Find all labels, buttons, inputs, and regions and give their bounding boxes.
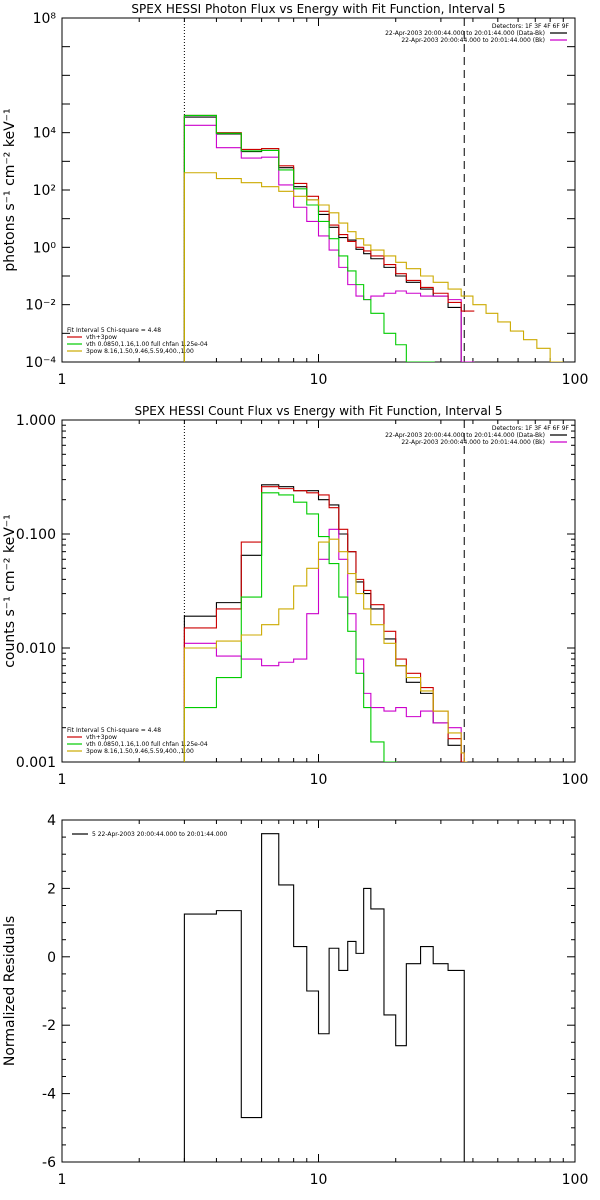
y-tick-label: 10⁴ <box>33 126 57 142</box>
y-axis-label: photons s⁻¹ cm⁻² keV⁻¹ <box>2 108 18 271</box>
y-tick-label: 10⁻² <box>25 298 56 314</box>
legend-top-line: 22-Apr-2003 20:00:44.000 to 20:01:44.000… <box>385 30 545 37</box>
x-tick-label: 1 <box>58 1172 67 1188</box>
legend-bottom-line: vth+3pow <box>86 734 117 741</box>
legend-top-line: Detectors: 1F 3F 4F 6F 9F <box>492 23 570 30</box>
y-tick-label: -6 <box>42 1155 56 1171</box>
y-tick-label: 10⁻⁴ <box>25 355 56 371</box>
legend-bottom-line: Fit Interval 5 Chi-square = 4.48 <box>67 327 161 334</box>
legend-top-line: 22-Apr-2003 20:00:44.000 to 20:01:44.000… <box>401 439 545 446</box>
x-tick-label: 1 <box>58 372 67 388</box>
series-line-3 <box>183 114 475 362</box>
series-line-1 <box>183 833 465 1162</box>
legend-residuals: 5 22-Apr-2003 20:00:44.000 to 20:01:44.0… <box>72 831 227 838</box>
y-tick-label: -4 <box>42 1087 56 1103</box>
y-tick-label: 10⁸ <box>33 11 57 27</box>
series-group <box>183 484 468 762</box>
y-tick-label: 0.100 <box>16 527 56 543</box>
legend-bottom-line: Fit Interval 5 Chi-square = 4.48 <box>67 727 161 734</box>
series-line-2 <box>183 124 475 362</box>
x-tick-label: 10 <box>310 772 328 788</box>
x-tick-label: 100 <box>562 772 589 788</box>
chart-3: 1 10 100 -6 -4 -2 0 2 4 Normalized Residuals 5 22-… <box>2 813 588 1188</box>
y-tick-label: 10² <box>33 183 56 199</box>
y-axis-label: Normalized Residuals <box>2 916 18 1066</box>
y-tick-label: 2 <box>47 881 56 897</box>
legend-bottom: Fit Interval 5 Chi-square = 4.48vth+3pow… <box>67 727 208 755</box>
legend-bottom-line: vth 0.0850,1.16,1.00 full chfan 1.25e-04 <box>86 341 208 348</box>
chart-2: SPEX HESSI Count Flux vs Energy with Fit… <box>2 404 588 788</box>
legend-bottom: Fit Interval 5 Chi-square = 4.48vth+3pow… <box>67 327 208 355</box>
x-axis: 1 10 100 <box>58 820 589 1188</box>
legend-top-line: Detectors: 1F 3F 4F 6F 9F <box>492 425 570 432</box>
chart-1: SPEX HESSI Photon Flux vs Energy with Fi… <box>2 2 588 388</box>
series-line-5 <box>183 172 564 362</box>
series-group <box>183 114 564 362</box>
y-axis: -6 -4 -2 0 2 4 <box>42 813 575 1171</box>
x-tick-label: 100 <box>562 372 589 388</box>
x-axis: 1 10 100 <box>58 18 589 388</box>
legend-top-line: 22-Apr-2003 20:00:44.000 to 20:01:44.000… <box>401 37 545 44</box>
x-tick-label: 10 <box>310 1172 328 1188</box>
y-tick-label: 0 <box>47 950 56 966</box>
legend-bottom-line: 3pow 8.16,1.50,9.46,5.59,400.,1.00 <box>86 348 194 355</box>
legend-bottom-line: vth+3pow <box>86 334 117 341</box>
y-tick-label: 10⁰ <box>33 240 57 256</box>
legend-bottom-line: 3pow 8.16,1.50,9.46,5.59,400.,1.00 <box>86 748 194 755</box>
legend-line: 5 22-Apr-2003 20:00:44.000 to 20:01:44.0… <box>92 831 227 838</box>
y-axis: 10⁻⁴ 10⁻² 10⁰ 10² 10⁴ 10⁸ <box>25 11 575 371</box>
legend-top-line: 22-Apr-2003 20:00:44.000 to 20:01:44.000… <box>385 432 545 439</box>
series-line-5 <box>183 538 468 762</box>
y-axis: 0.001 0.010 0.100 1.000 <box>16 413 575 771</box>
series-line-4 <box>183 492 398 762</box>
chart-title: SPEX HESSI Photon Flux vs Energy with Fi… <box>131 2 505 16</box>
y-tick-label: -2 <box>42 1018 56 1034</box>
series-line-2 <box>183 528 468 762</box>
y-tick-label: 0.001 <box>16 755 56 771</box>
x-tick-label: 10 <box>310 372 328 388</box>
legend-bottom-line: vth 0.0850,1.16,1.00 full chfan 1.25e-04 <box>86 741 208 748</box>
y-tick-label: 1.000 <box>16 413 56 429</box>
series-group <box>183 833 465 1162</box>
series-line-4 <box>183 114 435 362</box>
y-tick-label: 4 <box>47 813 56 829</box>
series-line-3 <box>183 486 468 762</box>
x-tick-label: 1 <box>58 772 67 788</box>
chart-title: SPEX HESSI Count Flux vs Energy with Fit… <box>134 404 502 418</box>
y-axis-label: counts s⁻¹ cm⁻² keV⁻¹ <box>2 514 18 668</box>
x-tick-label: 100 <box>562 1172 589 1188</box>
y-tick-label: 0.010 <box>16 641 56 657</box>
